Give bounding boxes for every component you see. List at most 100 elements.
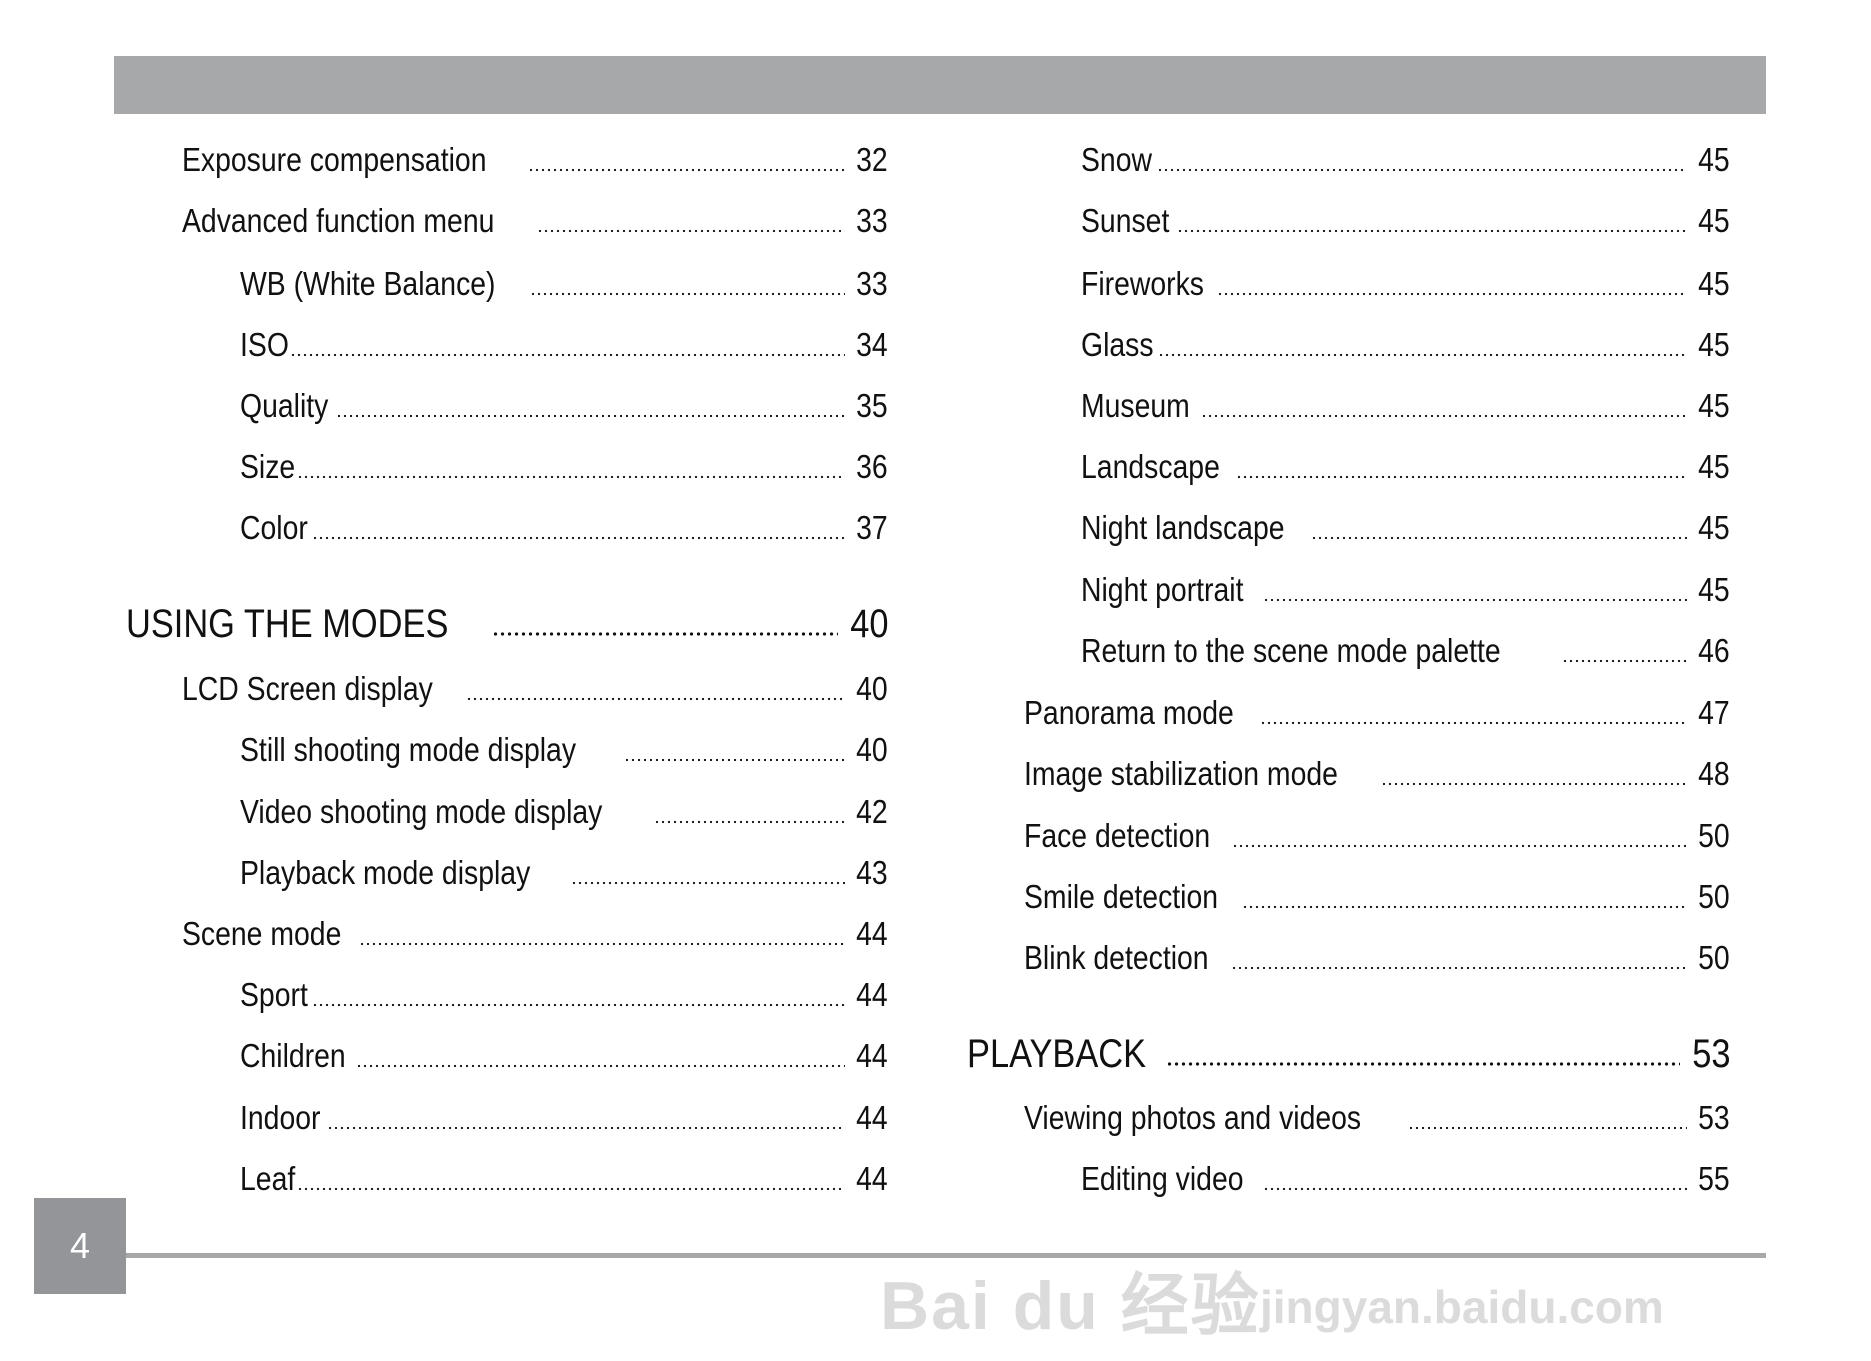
toc-entry[interactable]: Smile detection 50 [1024, 877, 1730, 917]
dot-leader [465, 697, 846, 702]
toc-page-number: 46 [1698, 631, 1730, 669]
toc-entry-title: Color [240, 509, 308, 547]
toc-entry-title: Advanced function menu [182, 202, 495, 240]
toc-entry[interactable]: Sport 44 [240, 975, 888, 1015]
toc-entry[interactable]: Scene mode 44 [182, 914, 888, 954]
dot-leader [297, 475, 846, 480]
dot-leader [1217, 291, 1688, 296]
toc-page-number: 40 [849, 602, 888, 647]
dot-leader [1310, 536, 1688, 541]
page-number-box: 4 [34, 1198, 126, 1294]
toc-page-number: 40 [856, 731, 888, 769]
toc-entry[interactable]: Color 37 [240, 508, 888, 548]
toc-entry[interactable]: Advanced function menu 33 [182, 201, 888, 241]
toc-entry-title: Fireworks [1081, 264, 1204, 302]
toc-page-number: 44 [856, 1098, 888, 1136]
toc-entry[interactable]: Size 36 [240, 447, 888, 487]
toc-entry[interactable]: Exposure compensation 32 [182, 140, 888, 180]
toc-entry[interactable]: Night landscape 45 [1081, 508, 1730, 548]
toc-entry[interactable]: Night portrait 45 [1081, 570, 1730, 610]
toc-page-number: 44 [856, 976, 888, 1014]
toc-entry[interactable]: Leaf 44 [240, 1159, 888, 1199]
toc-entry-title: Return to the scene mode palette [1081, 631, 1501, 669]
toc-entry-title: Panorama mode [1024, 694, 1234, 732]
toc-page-number: 40 [856, 670, 888, 708]
toc-page-number: 53 [1691, 1032, 1730, 1076]
toc-section-heading[interactable]: USING THE MODES 40 [126, 604, 888, 644]
dot-leader [289, 352, 846, 357]
toc-entry[interactable]: Indoor 44 [240, 1098, 888, 1138]
toc-page-number: 45 [1698, 264, 1730, 302]
toc-entry[interactable]: Viewing photos and videos 53 [1024, 1098, 1730, 1138]
page-number: 4 [69, 1225, 91, 1266]
toc-entry[interactable]: Video shooting mode display 42 [240, 792, 888, 832]
toc-page-number: 45 [1698, 141, 1730, 178]
toc-page-number: 45 [1698, 325, 1730, 363]
dot-leader [355, 1064, 846, 1069]
toc-entry-title: Playback mode display [240, 853, 531, 891]
toc-entry[interactable]: Landscape 45 [1081, 447, 1730, 487]
toc-page-number: 33 [856, 202, 888, 240]
toc-entry[interactable]: Sunset 45 [1081, 201, 1730, 241]
toc-entry-title: WB (White Balance) [240, 264, 496, 302]
dot-leader [1158, 352, 1688, 357]
toc-entry[interactable]: Museum 45 [1081, 386, 1730, 426]
toc-page-number: 45 [1698, 570, 1730, 608]
toc-entry-title: Editing video [1081, 1159, 1244, 1197]
toc-page-number: 44 [856, 1037, 888, 1075]
dot-leader [527, 168, 846, 172]
toc-page-number: 36 [856, 448, 888, 486]
toc-page-number: 37 [856, 509, 888, 547]
toc-section-heading[interactable]: PLAYBACK 53 [967, 1034, 1730, 1074]
toc-entry[interactable]: Image stabilization mode 48 [1024, 754, 1730, 794]
toc-entry-title: LCD Screen display [182, 670, 433, 708]
toc-entry[interactable]: Editing video 55 [1081, 1159, 1730, 1199]
toc-entry[interactable]: Blink detection 50 [1024, 938, 1730, 978]
toc-page-number: 55 [1698, 1159, 1730, 1197]
dot-leader [1407, 1125, 1688, 1130]
toc-entry-title: Scene mode [182, 915, 342, 952]
dot-leader [1241, 904, 1688, 909]
toc-entry[interactable]: Return to the scene mode palette 46 [1081, 631, 1730, 671]
dot-leader [1380, 782, 1688, 787]
toc-entry[interactable]: Panorama mode 47 [1024, 693, 1730, 733]
toc-entry-title: Sunset [1081, 202, 1170, 240]
toc-entry[interactable]: Children 44 [240, 1036, 888, 1076]
toc-entry[interactable]: WB (White Balance) 33 [240, 264, 888, 304]
toc-entry[interactable]: Fireworks 45 [1081, 264, 1730, 304]
toc-entry[interactable]: Glass 45 [1081, 325, 1730, 365]
toc-entry-title: USING THE MODES [126, 602, 449, 647]
toc-entry-title: Night landscape [1081, 509, 1285, 547]
toc-entry-title: Still shooting mode display [240, 731, 577, 769]
toc-entry[interactable]: Quality 35 [240, 386, 888, 426]
dot-leader [1263, 1186, 1688, 1191]
toc-entry[interactable]: LCD Screen display 40 [182, 669, 888, 709]
toc-entry[interactable]: Playback mode display 43 [240, 853, 888, 893]
toc-entry-title: Museum [1081, 387, 1190, 424]
toc-page-number: 50 [1698, 816, 1730, 854]
toc-entry[interactable]: Snow 45 [1081, 140, 1730, 180]
dot-leader [623, 758, 846, 763]
dot-leader [1562, 658, 1688, 663]
footer-rule [126, 1253, 1766, 1258]
dot-leader [1230, 966, 1688, 970]
toc-entry-title: Size [240, 448, 296, 486]
toc-entry[interactable]: Still shooting mode display 40 [240, 730, 888, 770]
toc-page-number: 44 [856, 915, 888, 952]
toc-page-number: 45 [1698, 448, 1730, 486]
toc-entry-title: Sport [240, 976, 308, 1014]
toc-entry-title: Quality [240, 387, 329, 424]
toc-entry-title: PLAYBACK [967, 1032, 1147, 1076]
toc-page-number: 45 [1698, 202, 1730, 240]
toc-page-number: 42 [856, 792, 888, 830]
toc-entry[interactable]: ISO 34 [240, 325, 888, 365]
dot-leader [491, 632, 838, 637]
toc-entry-title: ISO [240, 325, 289, 363]
toc-entry-title: Indoor [240, 1098, 321, 1136]
watermark-logo: Bai du 经验 [880, 1268, 1261, 1344]
toc-page-number: 34 [856, 325, 888, 363]
toc-page-number: 53 [1698, 1098, 1730, 1136]
toc-page-number: 32 [856, 141, 888, 178]
toc-entry-title: Snow [1081, 141, 1153, 178]
toc-entry[interactable]: Face detection 50 [1024, 816, 1730, 856]
